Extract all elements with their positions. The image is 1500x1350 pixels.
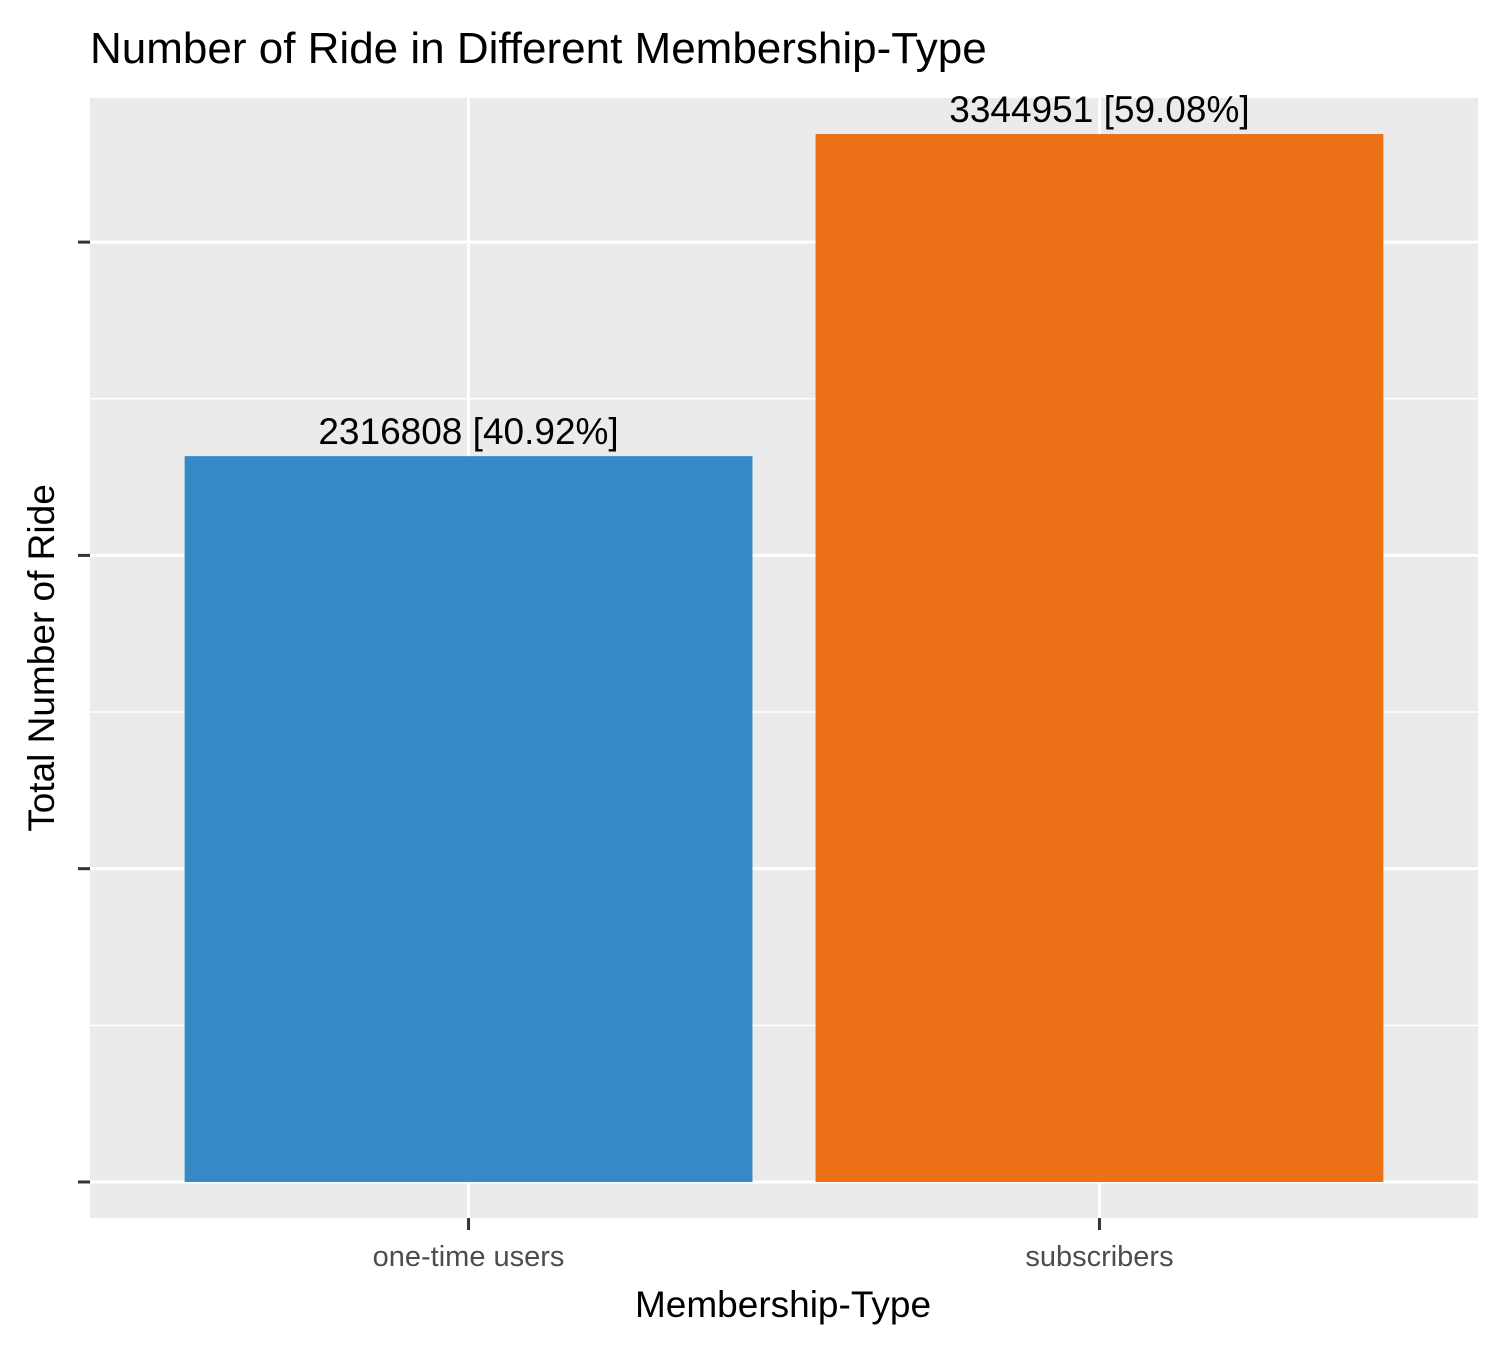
data-label-1: 3344951 [59.08%] — [949, 89, 1249, 130]
data-labels: 2316808 [40.92%] 3344951 [59.08%] — [318, 89, 1249, 452]
x-tick-label-0: one-time users — [373, 1241, 565, 1273]
data-label-0: 2316808 [40.92%] — [318, 411, 618, 452]
axis-ticks — [78, 240, 1101, 1230]
bar-one-time-users — [184, 456, 753, 1182]
x-axis-title: Membership-Type — [635, 1284, 931, 1325]
x-tick-labels: one-time users subscribers — [373, 1241, 1174, 1273]
x-tick-label-1: subscribers — [1025, 1241, 1173, 1273]
bars — [184, 134, 1384, 1182]
bar-subscribers — [815, 134, 1384, 1182]
y-axis-title: Total Number of Ride — [21, 484, 62, 832]
chart-title: Number of Ride in Different Membership-T… — [90, 24, 987, 73]
